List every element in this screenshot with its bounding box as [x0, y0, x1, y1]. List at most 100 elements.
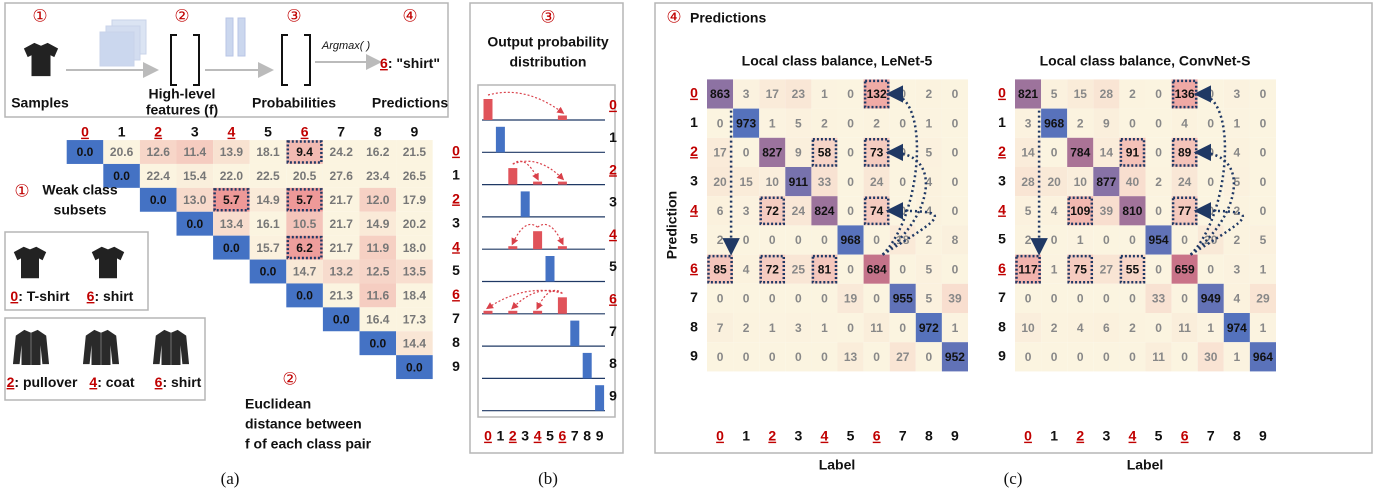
col-label: 5: [546, 428, 554, 444]
cell-value: 22.4: [147, 169, 171, 183]
cell-value: 0: [821, 233, 828, 247]
cell-value: 9: [1103, 116, 1110, 130]
prob-bar: [496, 127, 505, 153]
cell-value: 13.0: [183, 193, 207, 207]
cell-value: 0: [1129, 292, 1136, 306]
col-label: 6: [559, 428, 567, 444]
cell-value: 16.2: [366, 145, 390, 159]
cell-value: 109: [1070, 204, 1090, 218]
x-axis-label: Label: [819, 457, 856, 473]
cell-value: 0: [769, 350, 776, 364]
cell-value: 0: [899, 262, 906, 276]
cell-value: 11.6: [366, 289, 389, 303]
col-label: 0: [716, 428, 724, 444]
cell-value: 15: [1074, 87, 1088, 101]
cell-value: 27: [896, 350, 910, 364]
icon: [83, 330, 119, 365]
cell-value: 3: [1234, 262, 1241, 276]
col-label: 4: [534, 428, 542, 444]
cell-value: 117: [1018, 262, 1038, 276]
row-label: 7: [690, 289, 698, 305]
cell-value: 10.5: [293, 217, 317, 231]
cell-value: 13.9: [220, 145, 244, 159]
cell-value: 0: [795, 350, 802, 364]
cell-value: 0: [847, 262, 854, 276]
col-label: 4: [821, 428, 829, 444]
cell-value: 684: [867, 262, 887, 276]
cell-value: 6.2: [296, 241, 313, 255]
cell-value: 0: [899, 116, 906, 130]
cell-value: 24: [870, 175, 884, 189]
cell-value: 17: [713, 146, 727, 160]
cell-value: 5: [926, 262, 933, 276]
prob-bar: [558, 297, 567, 314]
cell-value: 21.7: [330, 193, 354, 207]
cell-value: 2: [717, 233, 724, 247]
cell-value: 0: [873, 233, 880, 247]
cell-value: 0: [1181, 292, 1188, 306]
cell-value: 0: [1260, 175, 1267, 189]
cell-value: 13: [844, 350, 858, 364]
cell-value: 1: [821, 87, 828, 101]
cell-value: 12.6: [147, 145, 171, 159]
row-label: 4: [452, 238, 460, 254]
cell-value: 73: [870, 146, 884, 160]
cell-value: 1: [1260, 321, 1267, 335]
cell-value: 0: [847, 321, 854, 335]
cell-value: 659: [1175, 262, 1195, 276]
cell-value: 26.5: [403, 169, 427, 183]
cell-value: 74: [870, 204, 884, 218]
prob-bar: [533, 311, 542, 314]
cell-value: 0: [1025, 350, 1032, 364]
cell-value: 21.5: [403, 145, 427, 159]
cell-value: 3: [795, 321, 802, 335]
cell-value: 0: [1129, 116, 1136, 130]
cell-value: 4: [1234, 146, 1241, 160]
cell-value: 0: [1207, 262, 1214, 276]
row-label: 3: [452, 214, 460, 230]
cell-value: 0: [1155, 204, 1162, 218]
col-label: 9: [1259, 428, 1267, 444]
cell-value: 3: [743, 204, 750, 218]
prediction-text: : "shirt": [388, 55, 440, 71]
note-line: Euclidean: [245, 396, 311, 412]
cell-value: 2: [1025, 233, 1032, 247]
col-label: 1: [1050, 428, 1058, 444]
cell-value: 0: [743, 233, 750, 247]
cell-value: 0: [952, 146, 959, 160]
row-label: 3: [690, 172, 698, 188]
cell-value: 4: [926, 175, 933, 189]
cell-value: 0: [821, 292, 828, 306]
cell-value: 13.2: [330, 265, 354, 279]
cell-value: 2: [926, 87, 933, 101]
cell-value: 1: [952, 321, 959, 335]
subset-item: 6: shirt: [87, 288, 134, 304]
cell-value: 0: [899, 175, 906, 189]
icon: [92, 247, 124, 279]
cell-value: 20.2: [403, 217, 427, 231]
cell-value: 4: [1077, 321, 1084, 335]
row-label: 6: [998, 260, 1006, 276]
cell-value: 85: [713, 262, 727, 276]
row-label: 2: [690, 143, 698, 159]
cell-value: 972: [919, 321, 939, 335]
cell-value: 12.5: [366, 265, 390, 279]
cell-value: 14.9: [256, 193, 280, 207]
marker: ④: [666, 7, 681, 26]
cell-value: 20: [713, 175, 727, 189]
cell-value: 25: [792, 262, 806, 276]
cell-value: 1: [821, 321, 828, 335]
cell-value: 13.5: [403, 265, 427, 279]
cell-value: 0: [1129, 233, 1136, 247]
feature-maps: [100, 20, 146, 66]
cell-value: 0.0: [333, 312, 350, 326]
row-label: 1: [452, 167, 460, 183]
subset-item: 4: coat: [89, 374, 134, 390]
prob-bar: [484, 99, 493, 120]
row-label: 0: [998, 85, 1006, 101]
cell-value: 15.7: [256, 241, 280, 255]
cell-value: 28: [1100, 87, 1114, 101]
cell-value: 0: [1103, 292, 1110, 306]
prob-bar: [595, 385, 604, 411]
caption: (c): [1004, 469, 1023, 488]
